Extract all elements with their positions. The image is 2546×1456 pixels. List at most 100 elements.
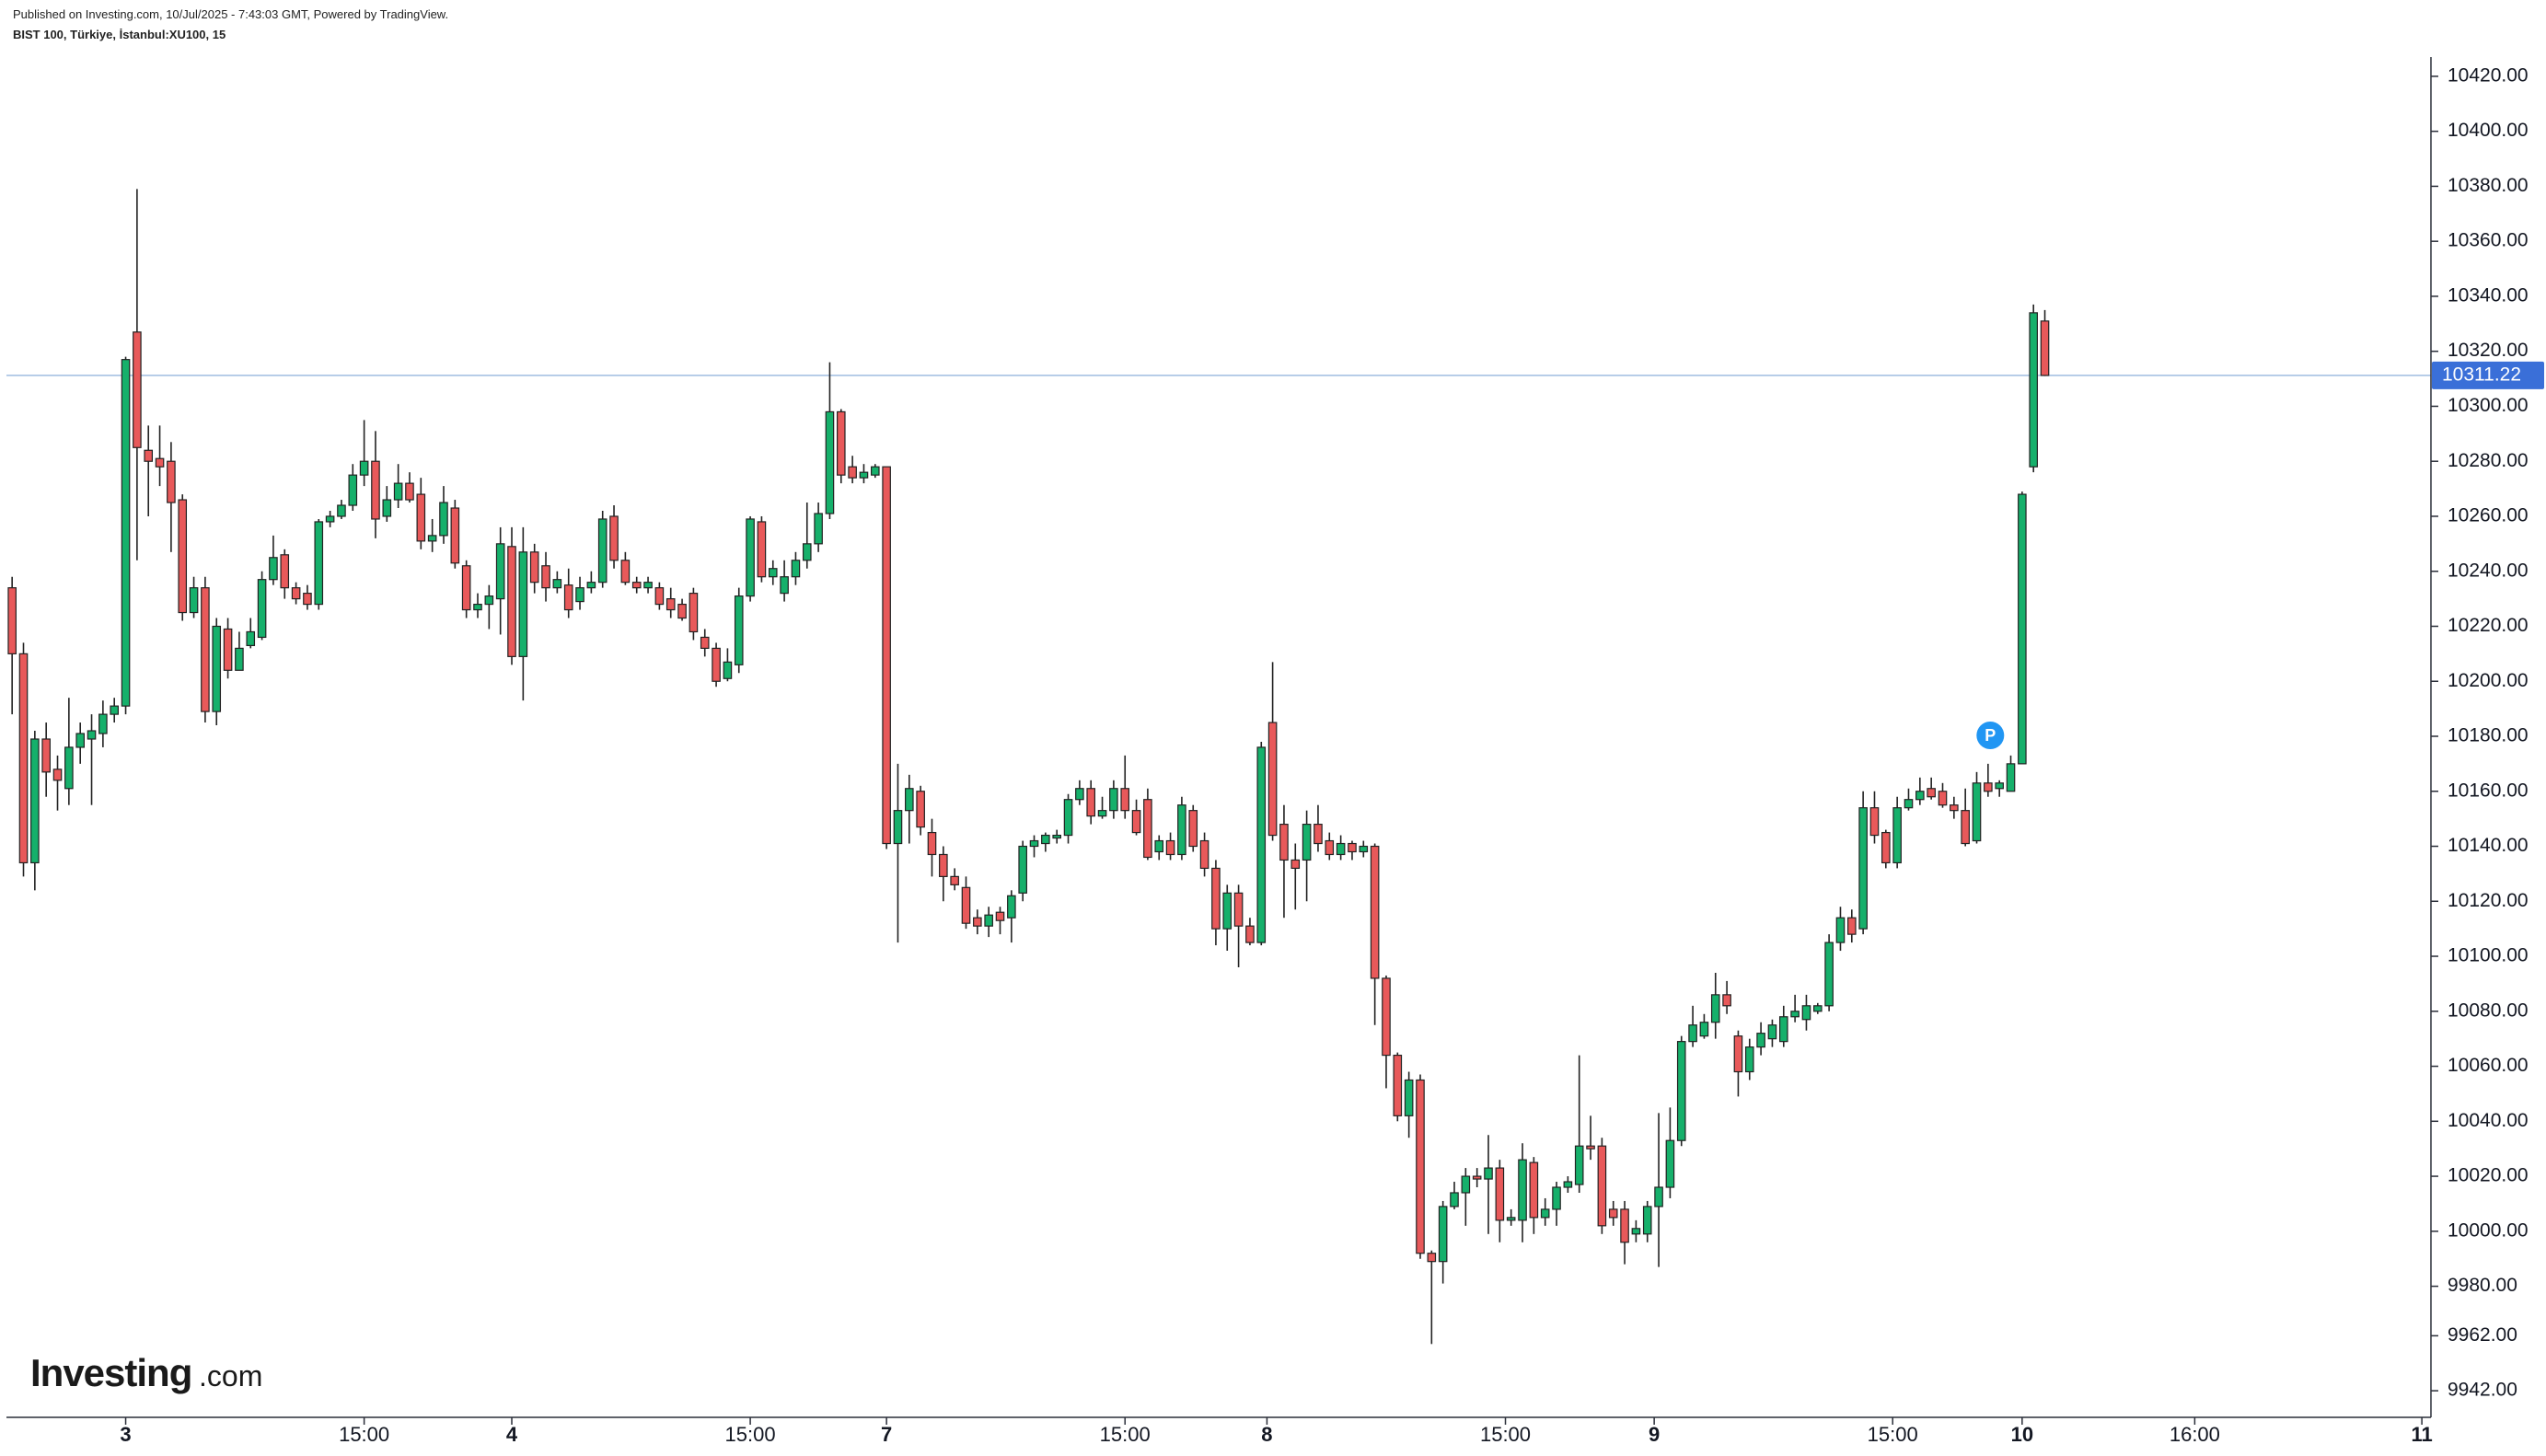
event-marker — [1976, 722, 2005, 749]
candle-body — [1086, 788, 1096, 817]
candle-body — [1267, 722, 1278, 837]
candle-body — [1631, 1228, 1641, 1235]
x-tick-label: 11 — [2411, 1423, 2432, 1446]
candle-body — [291, 587, 301, 600]
candle-body — [689, 593, 699, 633]
candle-body — [1325, 839, 1335, 856]
candle-body — [654, 587, 665, 606]
y-tick-label: 10320.00 — [2448, 340, 2529, 361]
candle-body — [1097, 810, 1107, 817]
candle-body — [1256, 746, 1267, 943]
candle-body — [1404, 1079, 1414, 1116]
candle-body — [1506, 1217, 1516, 1221]
x-tick-label: 15:00 — [1480, 1423, 1531, 1446]
candle-body — [1938, 791, 1948, 806]
candle-body — [575, 587, 584, 603]
candle-body — [1154, 839, 1164, 853]
candle-body — [1007, 895, 1016, 919]
candle-body — [75, 733, 85, 748]
candle-body — [1052, 834, 1061, 839]
candle-body — [597, 518, 608, 584]
candle-body — [450, 507, 460, 564]
candle-body — [1438, 1206, 1448, 1263]
candle-body — [984, 914, 993, 927]
candle-body — [1824, 942, 1834, 1007]
candle-body — [1892, 807, 1902, 864]
candle-body — [1620, 1208, 1629, 1243]
candle-body — [620, 560, 631, 584]
candle-body — [144, 449, 154, 462]
candle-body — [746, 518, 755, 597]
candle-body — [1018, 845, 1027, 894]
candle-body — [1302, 824, 1312, 861]
candle-body — [121, 359, 131, 707]
candle-body — [927, 831, 937, 856]
x-tick-label: 7 — [881, 1423, 892, 1446]
candle-body — [1472, 1175, 1482, 1180]
candle-body — [87, 730, 97, 740]
candle-body — [235, 647, 244, 671]
y-tick-label: 10160.00 — [2448, 780, 2529, 801]
candle-body — [1688, 1024, 1697, 1043]
candle-body — [859, 471, 869, 479]
x-tick-label: 15:00 — [1100, 1423, 1151, 1446]
candle-body — [1642, 1206, 1652, 1235]
candle-body — [484, 595, 494, 606]
candle-body — [1756, 1033, 1765, 1048]
candle-body — [393, 482, 403, 501]
y-tick-label: 9980.00 — [2448, 1275, 2517, 1296]
x-tick-label: 3 — [120, 1423, 131, 1446]
candle-body — [1915, 791, 1925, 801]
y-tick-label: 10260.00 — [2448, 505, 2529, 526]
candle-body — [405, 482, 414, 501]
candle-body — [1552, 1186, 1561, 1210]
x-tick-label: 15:00 — [339, 1423, 389, 1446]
candle-body — [563, 584, 573, 611]
symbol-title: BIST 100, Türkiye, İstanbul:XU100, 15 — [13, 28, 226, 41]
candle-body — [1574, 1145, 1584, 1185]
candle-body — [643, 582, 653, 589]
candle-body — [1518, 1159, 1527, 1221]
candle-body — [1858, 807, 1868, 930]
candle-body — [133, 331, 142, 448]
candle-body — [552, 579, 562, 589]
candle-body — [269, 557, 278, 581]
candle-body — [461, 565, 471, 611]
candle-body — [325, 515, 335, 523]
candle-body — [416, 493, 426, 542]
y-tick-label: 10380.00 — [2448, 175, 2529, 196]
candle-body — [110, 705, 119, 715]
candle-body — [825, 410, 835, 514]
candle-body — [939, 853, 948, 877]
candle-body — [1314, 824, 1323, 845]
candle-body — [1075, 788, 1084, 801]
candle-body — [893, 810, 903, 845]
candle-body — [314, 521, 324, 606]
candle-body — [1972, 782, 1982, 842]
candle-body — [700, 636, 710, 649]
candle-body — [2029, 312, 2038, 468]
candle-body — [882, 466, 891, 845]
candle-body — [1563, 1181, 1573, 1188]
candle-body — [280, 554, 290, 589]
candle-body — [2006, 763, 2016, 792]
candle-body — [495, 543, 505, 600]
candle-body — [995, 911, 1005, 921]
event-marker-label: P — [1985, 726, 1996, 745]
candle-body — [2018, 493, 2027, 765]
candle-body — [1382, 977, 1391, 1057]
candle-body — [734, 595, 744, 665]
candle-body — [1109, 788, 1118, 812]
x-tick-label: 16:00 — [2170, 1423, 2220, 1446]
candle-body — [905, 788, 914, 812]
candle-body — [1120, 788, 1130, 812]
candle-body — [1336, 842, 1346, 856]
candle-body — [167, 460, 176, 503]
candle-body — [1835, 917, 1846, 943]
candle-body — [257, 579, 267, 639]
candle-body — [1370, 845, 1380, 979]
candle-body — [427, 535, 437, 542]
y-tick-label: 10100.00 — [2448, 945, 2529, 966]
candle-body — [1165, 839, 1175, 856]
